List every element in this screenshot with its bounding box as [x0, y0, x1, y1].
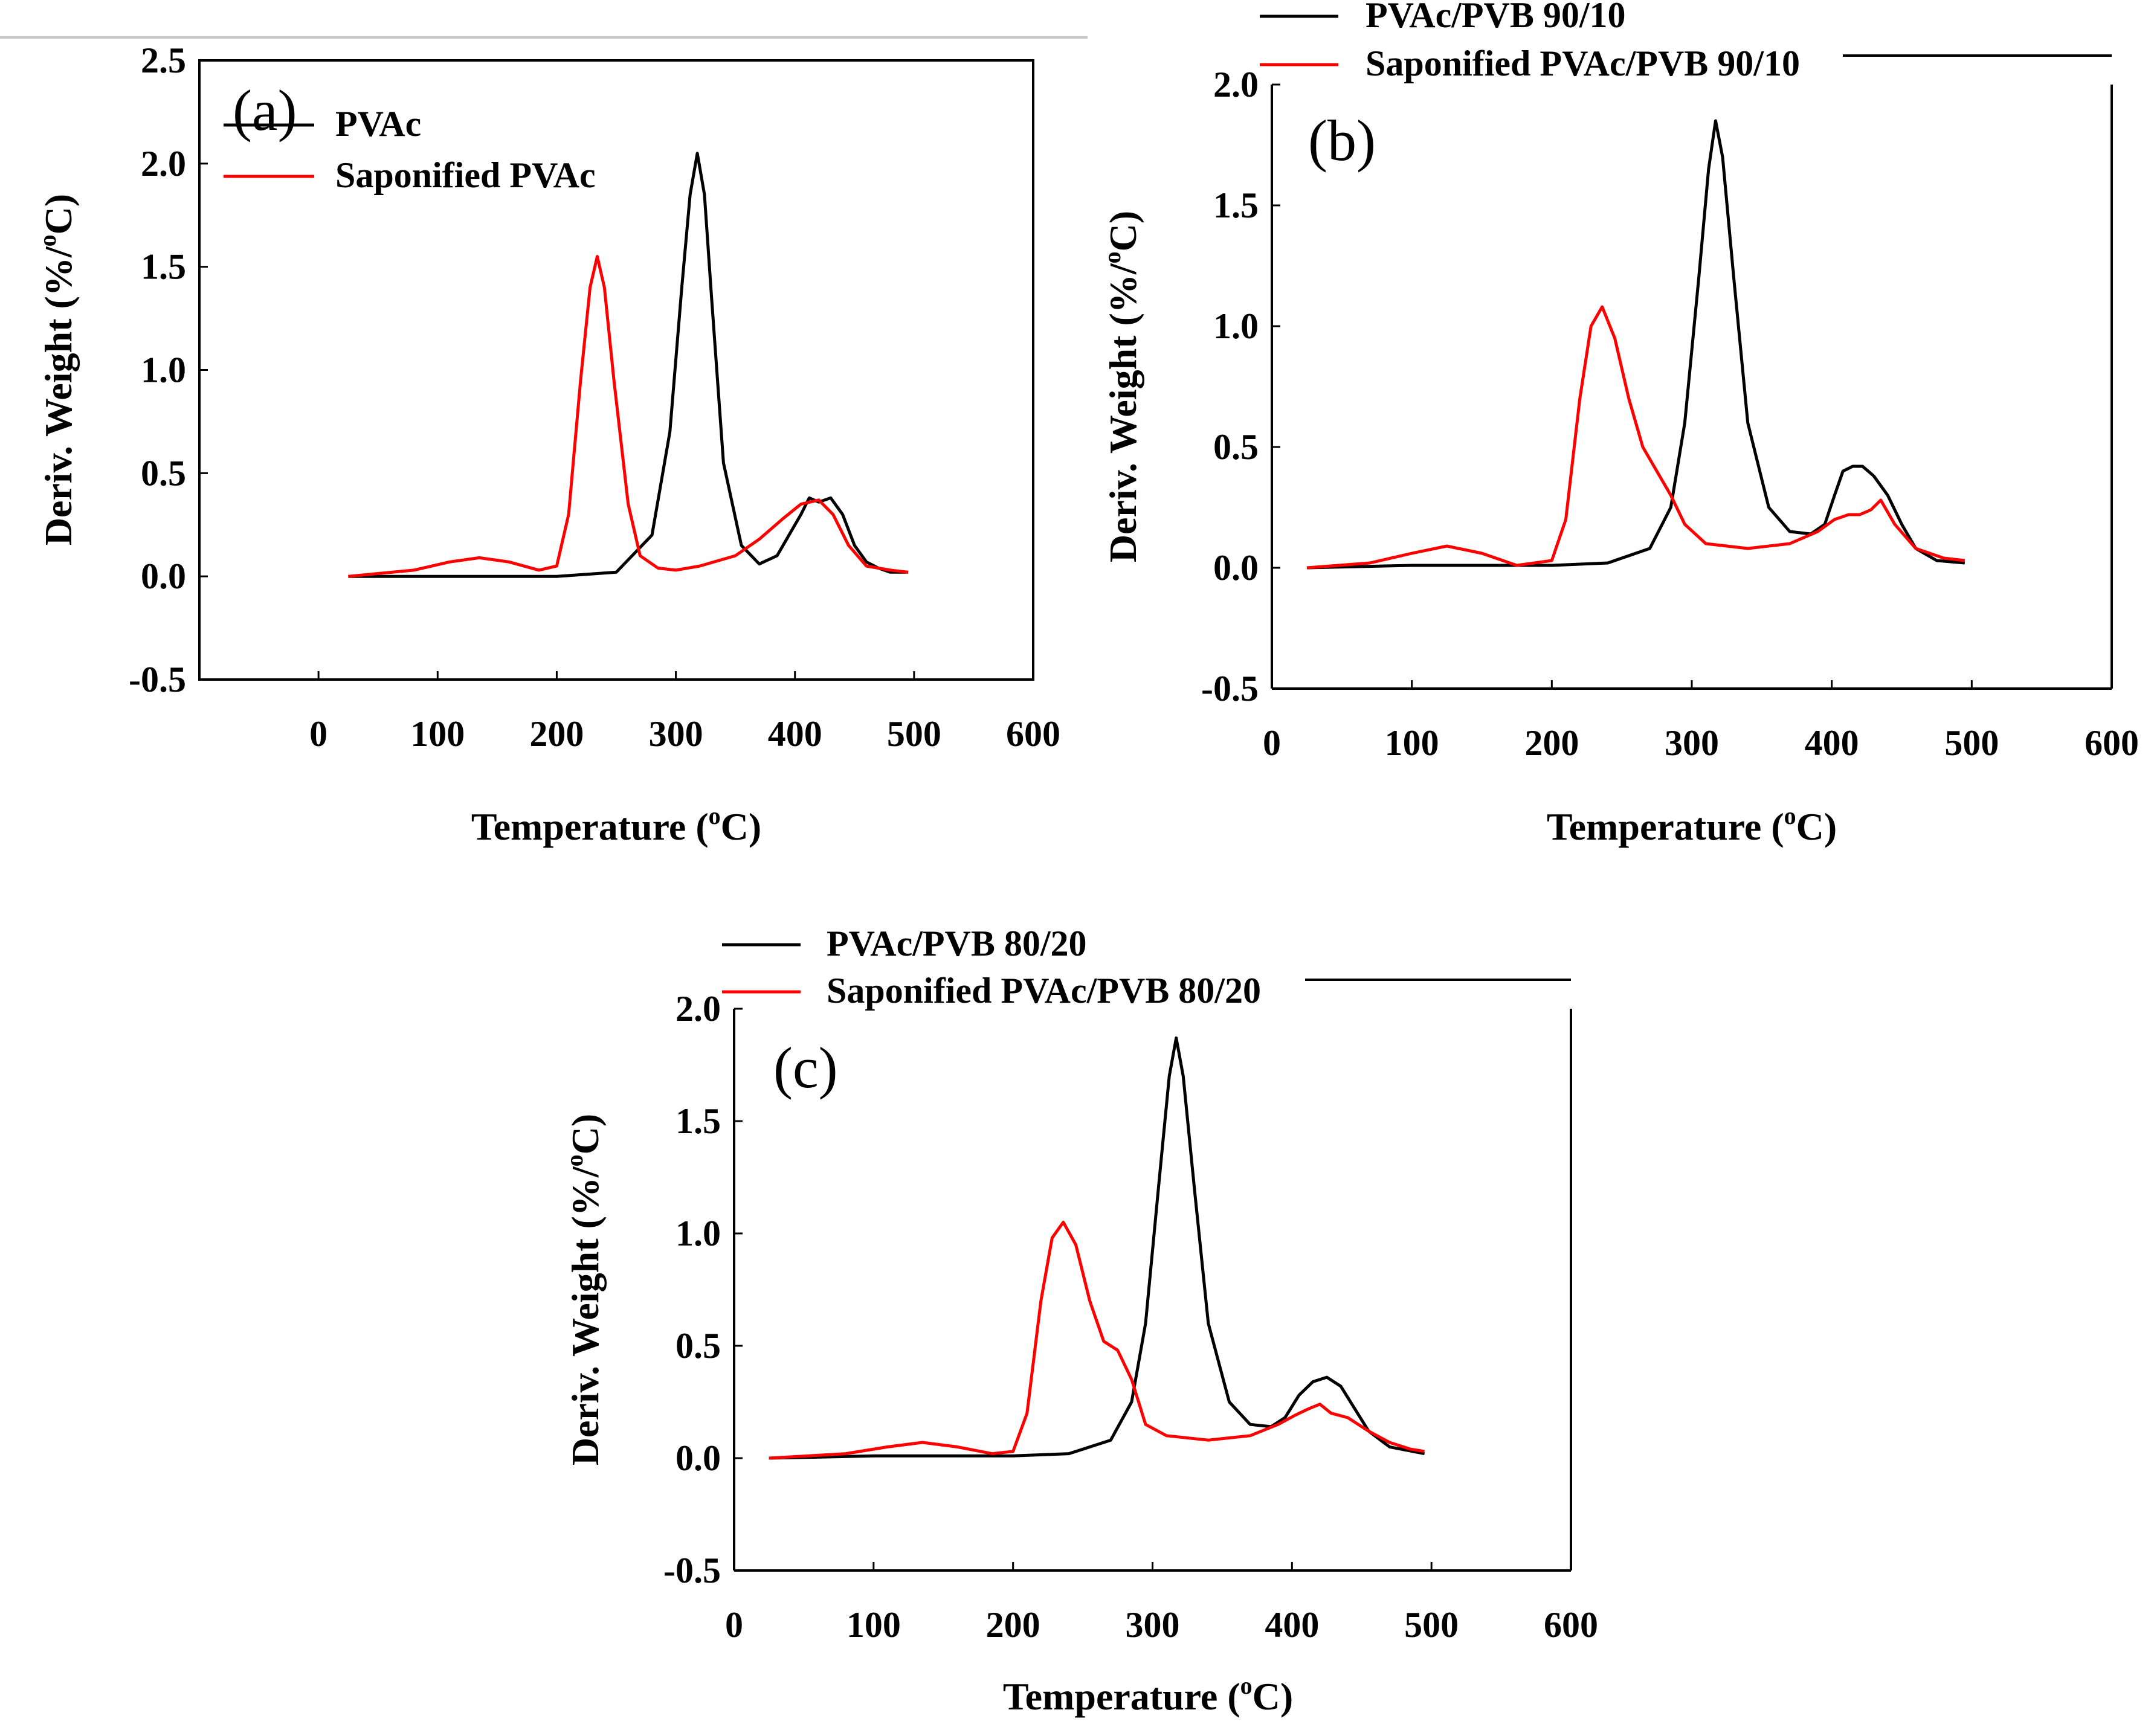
x-tick-label: 600 [1544, 1605, 1598, 1645]
y-tick-label: 0.0 [676, 1438, 721, 1478]
x-tick-label: 100 [410, 714, 465, 754]
x-tick-label: 600 [2085, 723, 2139, 763]
x-tick-label: 500 [887, 714, 941, 754]
x-tick-label: 600 [1006, 714, 1060, 754]
y-tick-label: 2.0 [676, 989, 721, 1029]
y-tick-label: 1.0 [676, 1214, 721, 1253]
x-tick-label: 400 [1265, 1605, 1319, 1645]
chart-panel-c: -0.5 0.0 0.5 1.0 1.5 2.0 0 100 200 300 400 500 600 PV… [561, 924, 1598, 1718]
y-tick-label: -0.5 [1201, 669, 1259, 709]
legend-label: PVAc [335, 104, 421, 144]
x-axis-title: Temperature (oC) [1547, 802, 1837, 848]
y-tick-label: 2.5 [141, 40, 186, 80]
x-tick-label: 300 [1665, 723, 1719, 763]
series-line-neat [348, 152, 908, 578]
chart-panel-b: -0.5 0.0 0.5 1.0 1.5 2.0 0 100 200 300 400 500 600 PV… [1098, 0, 2139, 848]
panel-tag: (b) [1308, 108, 1376, 173]
series-line-neat [769, 1036, 1425, 1460]
x-tick-label: 0 [1263, 723, 1281, 763]
y-axis-title: Deriv. Weight (%/oC) [34, 194, 80, 545]
y-tick-label: 0.5 [1213, 427, 1259, 467]
series-line-saponified [769, 1220, 1425, 1460]
legend: PVAc Saponified PVAc [224, 104, 596, 195]
chart-panel-a: -0.5 0.0 0.5 1.0 1.5 2.0 2.5 0 100 200 300 400 500 60… [34, 40, 1060, 848]
panels: -0.5 0.0 0.5 1.0 1.5 2.0 2.5 0 100 200 300 400 500 60… [34, 0, 2139, 1718]
panel-tag: (a) [233, 78, 297, 143]
y-tick-label: 1.5 [1213, 185, 1259, 225]
series-line-saponified [1306, 305, 1965, 570]
x-tick-label: 400 [1805, 723, 1859, 763]
legend-label: PVAc/PVB 90/10 [1366, 0, 1626, 35]
y-tick-label: 0.5 [141, 453, 186, 493]
x-tick-label: 500 [1944, 723, 1999, 763]
x-tick-label: 200 [529, 714, 584, 754]
x-tick-label: 200 [986, 1605, 1040, 1645]
y-tick-label: -0.5 [129, 660, 186, 699]
x-tick-label: 300 [649, 714, 703, 754]
y-tick-label: 2.0 [141, 144, 186, 184]
y-axis-title: Deriv. Weight (%/oC) [1098, 211, 1144, 562]
y-tick-label: 1.5 [141, 247, 186, 287]
y-tick-label: 2.0 [1213, 65, 1259, 104]
x-tick-label: 300 [1126, 1605, 1180, 1645]
x-axis-title: Temperature (oC) [1003, 1672, 1293, 1718]
legend: PVAc/PVB 80/20 Saponified PVAc/PVB 80/20 [722, 924, 1571, 1011]
legend-label: Saponified PVAc [335, 155, 596, 195]
y-tick-label: 1.0 [141, 350, 186, 390]
x-tick-label: 100 [1385, 723, 1439, 763]
y-tick-label: 0.0 [141, 556, 186, 596]
series-line-saponified [348, 255, 909, 578]
y-tick-label: 1.0 [1213, 306, 1259, 346]
legend: PVAc/PVB 90/10 Saponified PVAc/PVB 90/10 [1260, 0, 2112, 83]
y-tick-label: -0.5 [663, 1551, 721, 1590]
panel-tag: (c) [773, 1035, 838, 1100]
legend-label: Saponified PVAc/PVB 80/20 [827, 971, 1261, 1011]
y-tick-label: 0.0 [1213, 548, 1259, 588]
x-tick-label: 100 [846, 1605, 901, 1645]
legend-label: PVAc/PVB 80/20 [827, 924, 1087, 963]
series-line-neat [1306, 119, 1965, 570]
x-tick-label: 200 [1524, 723, 1579, 763]
x-tick-label: 500 [1404, 1605, 1459, 1645]
plot-frame [198, 59, 1034, 681]
x-tick-label: 0 [725, 1605, 743, 1645]
y-tick-label: 0.5 [676, 1326, 721, 1366]
x-tick-label: 0 [309, 714, 327, 754]
y-axis-title: Deriv. Weight (%/oC) [561, 1114, 607, 1465]
x-tick-label: 400 [768, 714, 822, 754]
y-tick-label: 1.5 [676, 1101, 721, 1141]
legend-label: Saponified PVAc/PVB 90/10 [1366, 43, 1800, 83]
x-axis-title: Temperature (oC) [471, 802, 761, 848]
